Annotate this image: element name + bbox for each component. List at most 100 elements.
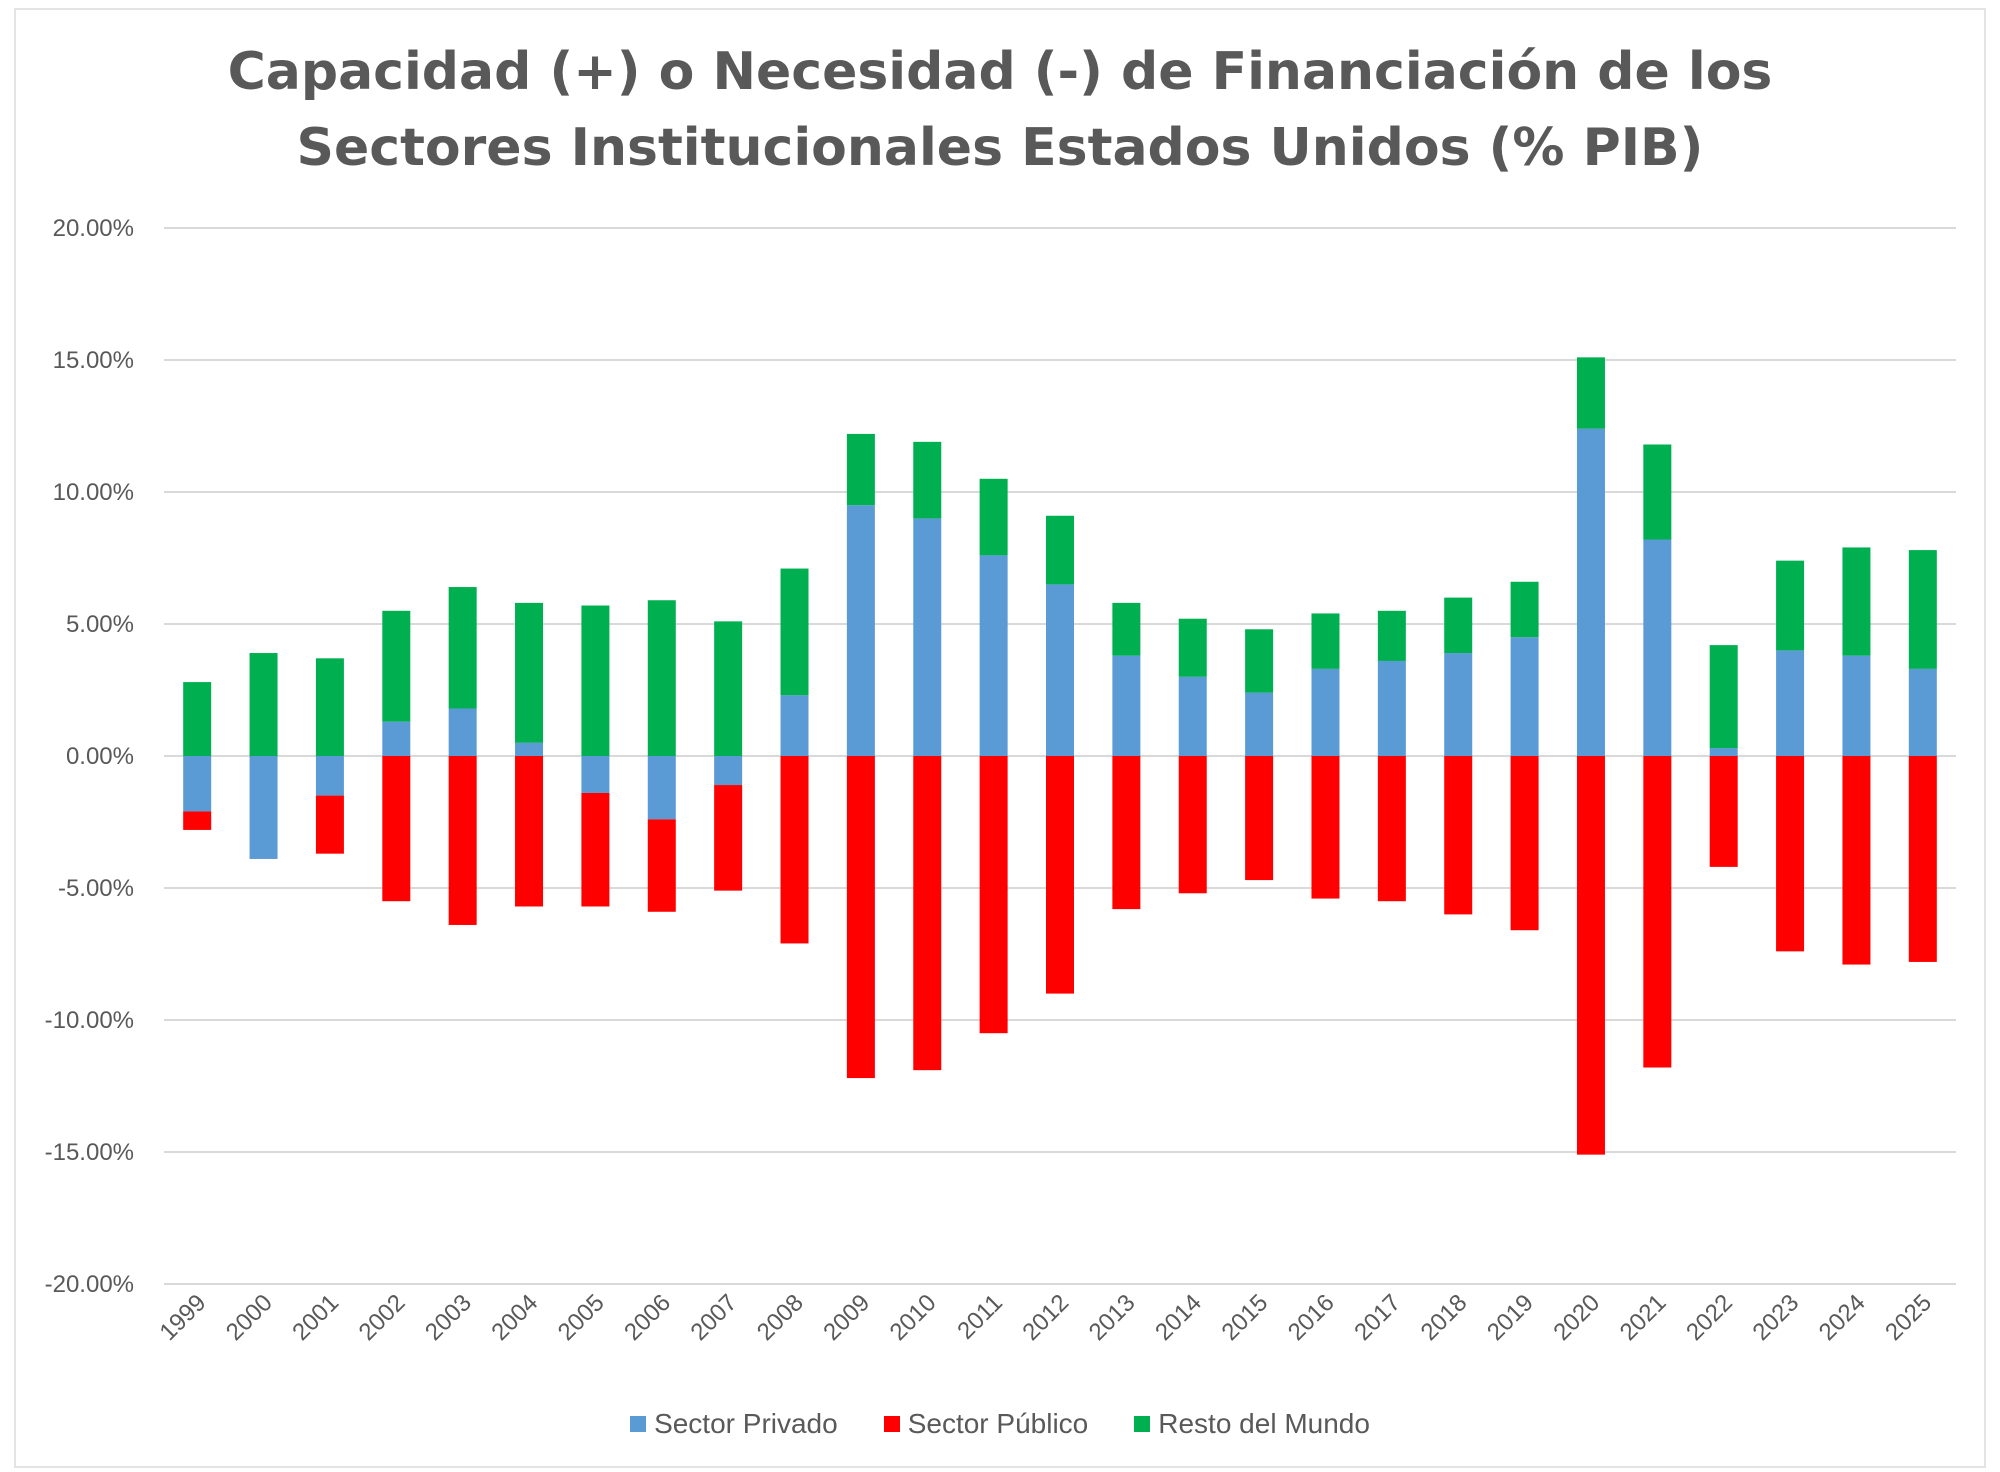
bar-resto-del-mundo-2009[interactable]	[846, 433, 875, 506]
bar-sector-p-blico-2001[interactable]	[315, 795, 344, 854]
bar-sector-privado-2017[interactable]	[1377, 660, 1406, 756]
bar-sector-p-blico-2014[interactable]	[1178, 756, 1207, 894]
bar-sector-privado-2020[interactable]	[1576, 428, 1605, 756]
bar-sector-privado-2015[interactable]	[1245, 692, 1274, 756]
legend-item-sector-privado[interactable]: Sector Privado	[630, 1408, 838, 1440]
bar-resto-del-mundo-2003[interactable]	[448, 587, 477, 709]
x-tick-label: 2011	[952, 1289, 1008, 1345]
legend-item-resto-del-mundo[interactable]: Resto del Mundo	[1134, 1408, 1370, 1440]
bar-sector-privado-2025[interactable]	[1908, 668, 1937, 756]
bar-resto-del-mundo-2015[interactable]	[1245, 629, 1274, 693]
x-tick-label: 2017	[1349, 1289, 1406, 1346]
bar-sector-privado-2000[interactable]	[249, 756, 278, 859]
bar-sector-p-blico-2006[interactable]	[647, 819, 676, 912]
bar-sector-p-blico-2015[interactable]	[1245, 756, 1274, 881]
bar-sector-p-blico-2013[interactable]	[1112, 756, 1141, 910]
bar-sector-p-blico-2004[interactable]	[515, 756, 544, 907]
x-tick-label: 2021	[1615, 1289, 1672, 1346]
bar-sector-privado-2006[interactable]	[647, 756, 676, 820]
legend-label-sector-privado: Sector Privado	[654, 1408, 838, 1439]
bar-sector-p-blico-2003[interactable]	[448, 756, 477, 925]
bar-resto-del-mundo-2011[interactable]	[979, 478, 1008, 556]
bar-resto-del-mundo-2023[interactable]	[1776, 560, 1805, 651]
bar-sector-privado-2022[interactable]	[1709, 748, 1738, 756]
bar-resto-del-mundo-2020[interactable]	[1576, 357, 1605, 429]
bar-resto-del-mundo-2012[interactable]	[1046, 515, 1074, 585]
bar-sector-p-blico-1999[interactable]	[183, 811, 212, 830]
y-tick-label: -15.00%	[45, 1139, 134, 1166]
bar-resto-del-mundo-2021[interactable]	[1643, 444, 1672, 540]
bar-sector-p-blico-2020[interactable]	[1576, 756, 1605, 1155]
bar-sector-privado-2008[interactable]	[780, 695, 809, 756]
bar-sector-p-blico-2005[interactable]	[581, 792, 610, 907]
bar-resto-del-mundo-2024[interactable]	[1842, 547, 1871, 656]
bar-sector-privado-2002[interactable]	[382, 721, 411, 756]
bar-resto-del-mundo-2005[interactable]	[581, 605, 610, 756]
bar-resto-del-mundo-2004[interactable]	[515, 602, 544, 743]
bar-sector-privado-2018[interactable]	[1444, 653, 1473, 756]
x-tick-label: 2015	[1217, 1289, 1274, 1346]
bar-sector-p-blico-2009[interactable]	[846, 756, 875, 1079]
bar-resto-del-mundo-2007[interactable]	[714, 621, 743, 756]
bar-sector-p-blico-2017[interactable]	[1377, 756, 1406, 902]
bar-sector-p-blico-2021[interactable]	[1643, 756, 1672, 1068]
bar-sector-privado-2004[interactable]	[515, 742, 544, 756]
bar-resto-del-mundo-2000[interactable]	[249, 653, 278, 756]
bar-sector-p-blico-2002[interactable]	[382, 756, 411, 902]
bar-sector-privado-2014[interactable]	[1178, 676, 1207, 756]
bar-sector-privado-2003[interactable]	[448, 708, 477, 756]
bar-sector-privado-2016[interactable]	[1311, 668, 1340, 756]
bar-sector-privado-2019[interactable]	[1510, 637, 1539, 756]
bar-sector-privado-2011[interactable]	[979, 555, 1008, 756]
y-tick-label: 20.00%	[53, 215, 134, 242]
bar-sector-privado-2013[interactable]	[1112, 655, 1141, 756]
bar-resto-del-mundo-2002[interactable]	[382, 610, 411, 722]
bar-resto-del-mundo-1999[interactable]	[183, 682, 212, 756]
x-tick-label: 2010	[885, 1289, 942, 1346]
bar-sector-p-blico-2023[interactable]	[1776, 756, 1805, 952]
bar-sector-p-blico-2007[interactable]	[714, 785, 743, 891]
bar-sector-privado-2005[interactable]	[581, 756, 610, 793]
bar-resto-del-mundo-2013[interactable]	[1112, 602, 1141, 656]
bar-sector-p-blico-2010[interactable]	[913, 756, 942, 1071]
bar-sector-privado-1999[interactable]	[183, 756, 212, 812]
legend-item-sector-publico[interactable]: Sector Público	[883, 1408, 1088, 1440]
x-tick-label: 2024	[1814, 1289, 1871, 1346]
bar-sector-p-blico-2008[interactable]	[780, 756, 809, 944]
bar-resto-del-mundo-2025[interactable]	[1908, 550, 1937, 669]
bar-resto-del-mundo-2001[interactable]	[315, 658, 344, 756]
bar-sector-privado-2021[interactable]	[1643, 539, 1672, 756]
y-tick-label: -20.00%	[45, 1271, 134, 1298]
bar-sector-p-blico-2018[interactable]	[1444, 756, 1473, 915]
bar-resto-del-mundo-2010[interactable]	[913, 441, 942, 519]
y-tick-label: 10.00%	[53, 479, 134, 506]
bar-resto-del-mundo-2022[interactable]	[1709, 645, 1738, 749]
bar-sector-p-blico-2024[interactable]	[1842, 756, 1871, 965]
x-tick-label: 2016	[1283, 1289, 1340, 1346]
bar-resto-del-mundo-2017[interactable]	[1377, 610, 1406, 661]
bar-resto-del-mundo-2019[interactable]	[1510, 581, 1539, 638]
bar-resto-del-mundo-2018[interactable]	[1444, 597, 1473, 654]
bar-sector-p-blico-2011[interactable]	[979, 756, 1008, 1034]
bar-sector-p-blico-2012[interactable]	[1046, 756, 1074, 994]
bar-sector-privado-2024[interactable]	[1842, 655, 1871, 756]
bar-resto-del-mundo-2006[interactable]	[647, 600, 676, 756]
bar-sector-p-blico-2016[interactable]	[1311, 756, 1340, 899]
x-tick-label: 2022	[1681, 1289, 1738, 1346]
bar-sector-p-blico-2022[interactable]	[1709, 756, 1738, 867]
bar-sector-p-blico-2025[interactable]	[1908, 756, 1937, 962]
bar-sector-p-blico-2019[interactable]	[1510, 756, 1539, 931]
x-tick-label: 2005	[553, 1289, 610, 1346]
bar-resto-del-mundo-2008[interactable]	[780, 568, 809, 696]
bar-sector-privado-2007[interactable]	[714, 756, 743, 786]
bar-sector-privado-2023[interactable]	[1776, 650, 1805, 756]
bar-sector-privado-2009[interactable]	[846, 505, 875, 756]
bar-sector-privado-2012[interactable]	[1046, 584, 1074, 756]
bar-sector-privado-2001[interactable]	[315, 756, 344, 796]
bar-resto-del-mundo-2014[interactable]	[1178, 618, 1207, 677]
y-tick-label: -5.00%	[58, 875, 134, 902]
bar-resto-del-mundo-2016[interactable]	[1311, 613, 1340, 669]
x-tick-label: 2001	[287, 1289, 344, 1346]
bar-sector-privado-2010[interactable]	[913, 518, 942, 756]
